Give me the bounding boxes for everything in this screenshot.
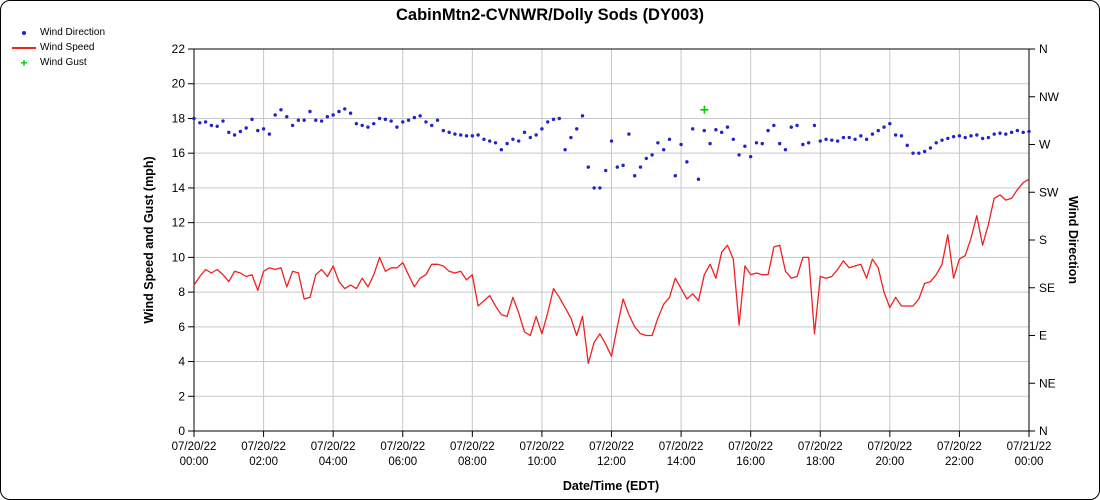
wind-speed-line <box>193 178 1030 364</box>
svg-text:07/20/22: 07/20/22 <box>798 441 843 453</box>
svg-text:16: 16 <box>172 146 186 160</box>
svg-text:SW: SW <box>1039 185 1059 199</box>
svg-text:N: N <box>1039 424 1048 438</box>
legend: Wind Direction Wind Speed + Wind Gust <box>11 25 105 70</box>
svg-text:18: 18 <box>172 111 186 125</box>
svg-text:10: 10 <box>172 250 186 264</box>
svg-text:N: N <box>1039 42 1048 56</box>
svg-text:00:00: 00:00 <box>180 456 209 468</box>
legend-item-wind-direction: Wind Direction <box>11 25 105 40</box>
svg-text:07/20/22: 07/20/22 <box>659 441 704 453</box>
svg-text:07/20/22: 07/20/22 <box>172 441 217 453</box>
svg-text:04:00: 04:00 <box>319 456 348 468</box>
svg-text:07/20/22: 07/20/22 <box>450 441 495 453</box>
svg-text:12:00: 12:00 <box>597 456 626 468</box>
svg-text:14: 14 <box>172 181 186 195</box>
right-axis-ticks: N NW W SW S SE E NE N <box>1029 42 1060 438</box>
left-axis-ticks: 0 2 4 6 8 10 12 14 16 18 20 22 <box>172 42 194 438</box>
wind-speed-line-icon <box>11 46 37 49</box>
chart-title: CabinMtn2-CVNWR/Dolly Sods (DY003) <box>395 6 705 24</box>
x-axis-ticks: 07/20/22 00:00 07/20/22 02:00 07/20/22 04:00 0… <box>172 431 1052 468</box>
legend-label-wind-speed: Wind Speed <box>40 42 95 53</box>
right-axis-title: Wind Direction <box>1066 195 1080 285</box>
wind-direction-points <box>192 107 1031 190</box>
svg-text:NE: NE <box>1039 376 1056 390</box>
svg-text:6: 6 <box>178 320 185 334</box>
svg-text:06:00: 06:00 <box>388 456 417 468</box>
svg-text:07/21/22: 07/21/22 <box>1007 441 1052 453</box>
svg-text:07/20/22: 07/20/22 <box>311 441 356 453</box>
svg-text:07/20/22: 07/20/22 <box>520 441 565 453</box>
svg-text:07/20/22: 07/20/22 <box>728 441 773 453</box>
svg-text:S: S <box>1039 233 1047 247</box>
legend-label-wind-direction: Wind Direction <box>40 27 106 38</box>
svg-text:20: 20 <box>172 77 186 91</box>
svg-text:NW: NW <box>1039 90 1060 104</box>
svg-text:00:00: 00:00 <box>1015 456 1044 468</box>
svg-text:12: 12 <box>172 216 186 230</box>
svg-text:22: 22 <box>172 42 186 56</box>
svg-text:22:00: 22:00 <box>945 456 974 468</box>
svg-text:02:00: 02:00 <box>249 456 278 468</box>
svg-text:07/20/22: 07/20/22 <box>589 441 634 453</box>
svg-text:07/20/22: 07/20/22 <box>937 441 982 453</box>
svg-text:18:00: 18:00 <box>806 456 835 468</box>
svg-text:16:00: 16:00 <box>736 456 765 468</box>
svg-text:2: 2 <box>178 389 185 403</box>
legend-item-wind-speed: Wind Speed <box>11 40 105 55</box>
wind-gust-plus-icon: + <box>20 55 28 70</box>
legend-label-wind-gust: Wind Gust <box>40 57 87 68</box>
svg-text:14:00: 14:00 <box>667 456 696 468</box>
wind-gust-point <box>700 105 709 114</box>
svg-text:08:00: 08:00 <box>458 456 487 468</box>
svg-text:E: E <box>1039 329 1047 343</box>
svg-text:0: 0 <box>178 424 185 438</box>
wind-direction-dot-icon <box>11 30 37 35</box>
svg-text:07/20/22: 07/20/22 <box>380 441 425 453</box>
svg-text:W: W <box>1039 138 1051 152</box>
svg-text:20:00: 20:00 <box>875 456 904 468</box>
gridlines <box>194 49 1029 431</box>
legend-item-wind-gust: + Wind Gust <box>11 55 105 70</box>
svg-text:10:00: 10:00 <box>528 456 557 468</box>
left-axis-title: Wind Speed and Gust (mph) <box>142 156 156 324</box>
svg-text:SE: SE <box>1039 281 1055 295</box>
svg-text:07/20/22: 07/20/22 <box>241 441 286 453</box>
svg-text:4: 4 <box>178 355 185 369</box>
svg-text:8: 8 <box>178 285 185 299</box>
x-axis-title: Date/Time (EDT) <box>562 479 660 493</box>
svg-text:07/20/22: 07/20/22 <box>867 441 912 453</box>
